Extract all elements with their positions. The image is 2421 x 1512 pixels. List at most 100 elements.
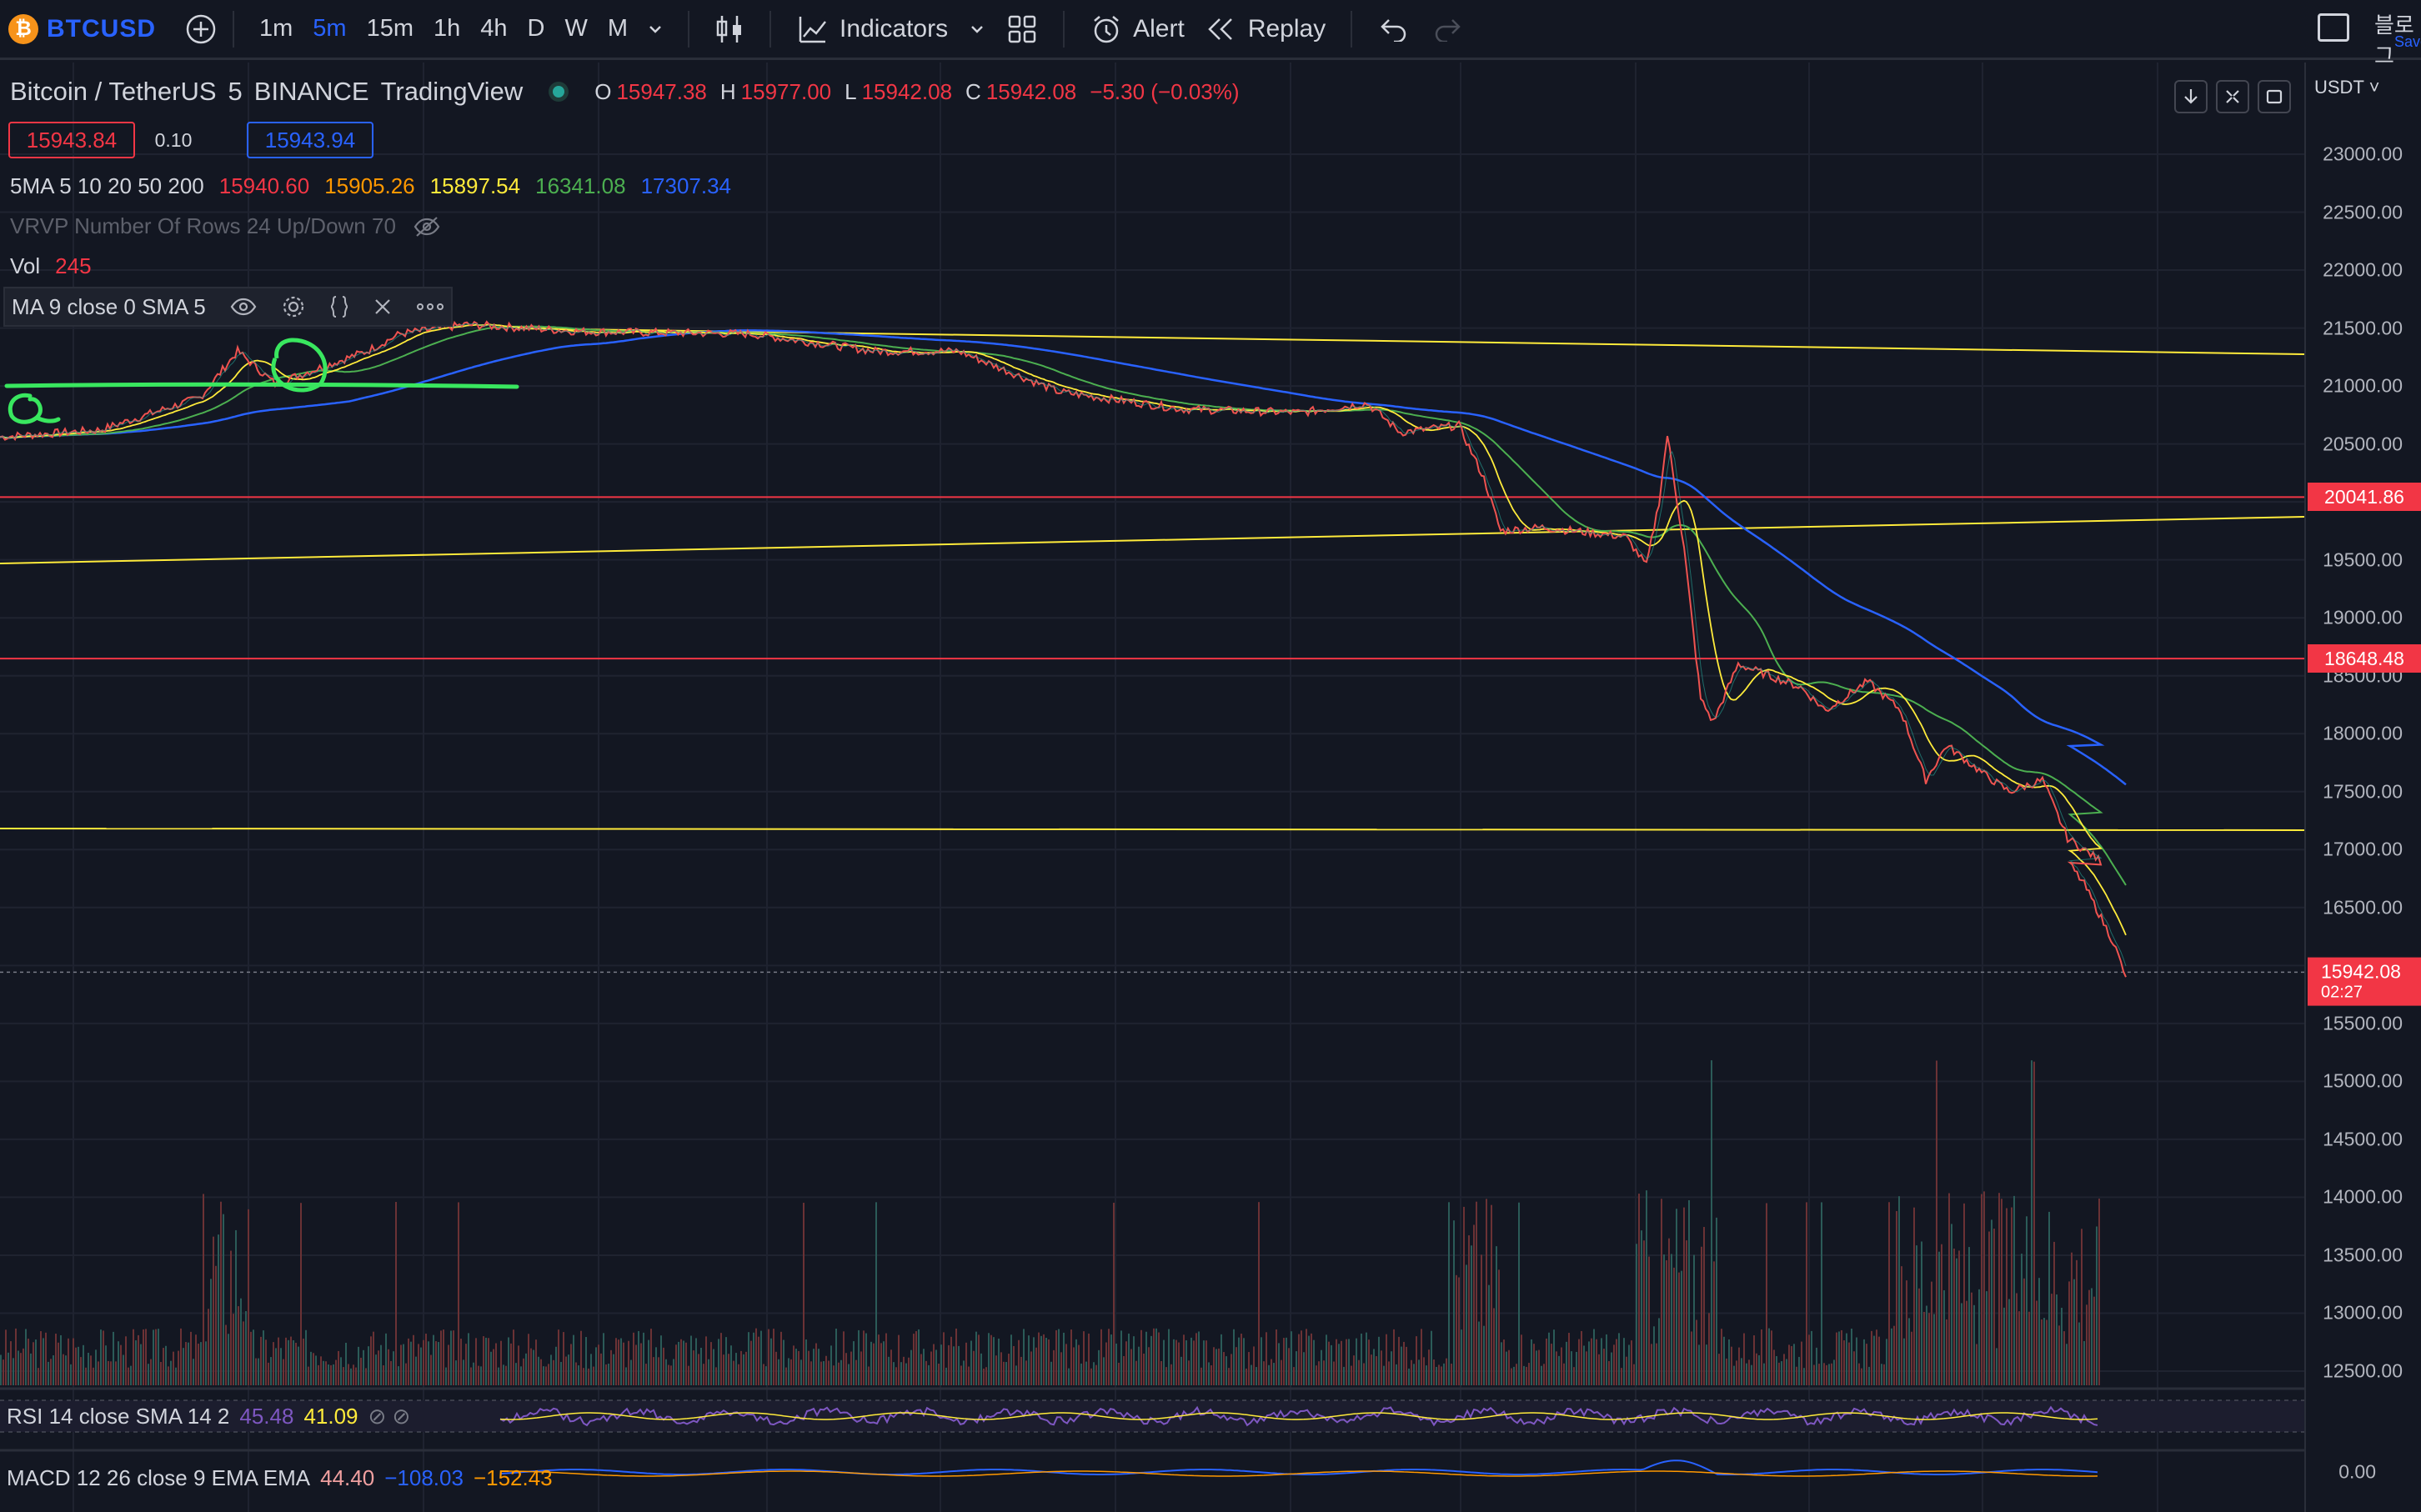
- indicators-button[interactable]: Indicators: [786, 0, 958, 59]
- sell-price-button[interactable]: 15943.84: [8, 122, 135, 158]
- interval-5m[interactable]: 5m: [313, 15, 347, 42]
- volume-bar: [1476, 1201, 1477, 1385]
- maximize-icon[interactable]: [2258, 80, 2291, 113]
- volume-bar: [40, 1331, 42, 1385]
- volume-bar: [493, 1349, 494, 1385]
- volume-bar: [2011, 1207, 2012, 1385]
- interval-d[interactable]: D: [527, 15, 545, 42]
- macd-legend[interactable]: MACD 12 26 close 9 EMA EMA 44.40 −108.03…: [7, 1465, 553, 1491]
- volume-bar: [598, 1344, 599, 1385]
- volume-bar: [15, 1328, 17, 1385]
- volume-bar: [2073, 1279, 2075, 1385]
- undo-button[interactable]: [1367, 0, 1421, 59]
- save-link[interactable]: Save: [2394, 33, 2421, 50]
- macd-value: −108.03: [384, 1465, 464, 1490]
- volume-bar: [883, 1341, 885, 1385]
- volume-bar: [1233, 1329, 1235, 1385]
- volume-bar: [148, 1364, 149, 1385]
- rsi-legend[interactable]: RSI 14 close SMA 14 2 45.48 41.09 ⊘ ⊘: [7, 1404, 410, 1429]
- scroll-down-icon[interactable]: [2174, 80, 2208, 113]
- interval-4h[interactable]: 4h: [480, 15, 508, 42]
- redo-icon: [1432, 17, 1462, 42]
- braces-icon[interactable]: [329, 294, 349, 319]
- volume-bar: [1261, 1337, 1262, 1385]
- toolbar-divider: [1063, 10, 1065, 48]
- collapse-icon[interactable]: [2216, 80, 2249, 113]
- volume-bar: [1148, 1347, 1150, 1385]
- chevron-down-icon[interactable]: [638, 20, 673, 38]
- volume-bar: [470, 1367, 472, 1385]
- volume-bar: [1543, 1364, 1545, 1385]
- volume-bar: [405, 1363, 407, 1385]
- volume-bar: [205, 1341, 207, 1385]
- interval-1m[interactable]: 1m: [259, 15, 293, 42]
- symbol-name[interactable]: BTCUSD: [47, 14, 156, 43]
- symbol-search[interactable]: ₿ BTCUSD: [0, 0, 156, 59]
- alert-label: Alert: [1133, 14, 1185, 43]
- volume-bar: [823, 1361, 825, 1385]
- volume-bar: [2023, 1278, 2025, 1385]
- chart-type-button[interactable]: [704, 0, 754, 59]
- volume-bar: [745, 1351, 747, 1385]
- volume-bar: [2026, 1216, 2028, 1385]
- volume-bar: [1663, 1254, 1665, 1385]
- volume-bar: [940, 1344, 942, 1385]
- volume-bar: [1791, 1346, 1792, 1385]
- volume-bar: [753, 1332, 754, 1385]
- alert-button[interactable]: Alert: [1080, 0, 1195, 59]
- volume-bar: [1658, 1318, 1660, 1385]
- volume-bar: [1263, 1361, 1265, 1385]
- interval-1h[interactable]: 1h: [434, 15, 461, 42]
- ma-legend[interactable]: 5MA 5 10 20 50 200 15940.60 15905.26 158…: [10, 173, 731, 199]
- volume-bar: [1891, 1328, 1892, 1385]
- replay-button[interactable]: Replay: [1195, 0, 1336, 59]
- more-icon[interactable]: [416, 303, 444, 311]
- volume-bar: [1258, 1202, 1260, 1385]
- interval-m[interactable]: M: [607, 15, 629, 42]
- gear-icon[interactable]: [281, 294, 306, 319]
- volume-bar: [408, 1338, 409, 1385]
- volume-bar: [1163, 1339, 1165, 1385]
- compare-button[interactable]: [156, 0, 218, 59]
- price-scale[interactable]: 23000.00 22500.00 22000.00 21500.00 21000.00…: [2304, 63, 2421, 1512]
- ma9-legend[interactable]: MA 9 close 0 SMA 5: [3, 287, 453, 327]
- volume-legend[interactable]: Vol 245: [10, 253, 92, 279]
- volume-bar: [315, 1355, 317, 1385]
- volume-bar: [1218, 1348, 1220, 1385]
- volume-bar: [360, 1357, 362, 1385]
- buy-price-button[interactable]: 15943.94: [247, 122, 373, 158]
- close-icon[interactable]: [373, 297, 393, 317]
- volume-bar: [813, 1349, 815, 1385]
- indicators-dropdown[interactable]: [958, 0, 996, 59]
- volume-bar: [643, 1332, 644, 1385]
- volume-bar: [633, 1332, 634, 1385]
- volume-bar: [1716, 1217, 1717, 1385]
- price-chart[interactable]: [0, 63, 2304, 1512]
- currency-selector[interactable]: USDT ˅: [2314, 77, 2380, 98]
- volume-bar: [1878, 1336, 1880, 1385]
- eye-icon[interactable]: [229, 297, 258, 317]
- layout-button[interactable]: [996, 0, 1048, 59]
- interval-15m[interactable]: 15m: [366, 15, 414, 42]
- vrvp-legend[interactable]: VRVP Number Of Rows 24 Up/Down 70: [10, 213, 441, 239]
- redo-button[interactable]: [1421, 0, 1474, 59]
- window-toggle-icon[interactable]: [2318, 13, 2349, 42]
- volume-bar: [1598, 1354, 1600, 1385]
- volume-bar: [1190, 1337, 1192, 1385]
- volume-bar: [1921, 1241, 1922, 1385]
- volume-bar: [515, 1363, 517, 1385]
- eye-off-icon[interactable]: [413, 216, 441, 238]
- volume-bar: [555, 1346, 557, 1385]
- volume-bar: [798, 1350, 799, 1385]
- interval-w[interactable]: W: [564, 15, 588, 42]
- volume-bar: [1943, 1289, 1945, 1385]
- volume-bar: [1751, 1364, 1752, 1385]
- volume-bar: [1621, 1368, 1622, 1385]
- volume-bar: [1893, 1325, 1895, 1385]
- volume-bar: [278, 1337, 279, 1385]
- volume-bar: [2041, 1319, 2043, 1385]
- candles-icon: [714, 13, 744, 46]
- volume-bar: [778, 1359, 779, 1385]
- volume-bar: [1393, 1329, 1395, 1385]
- volume-bar: [323, 1360, 324, 1385]
